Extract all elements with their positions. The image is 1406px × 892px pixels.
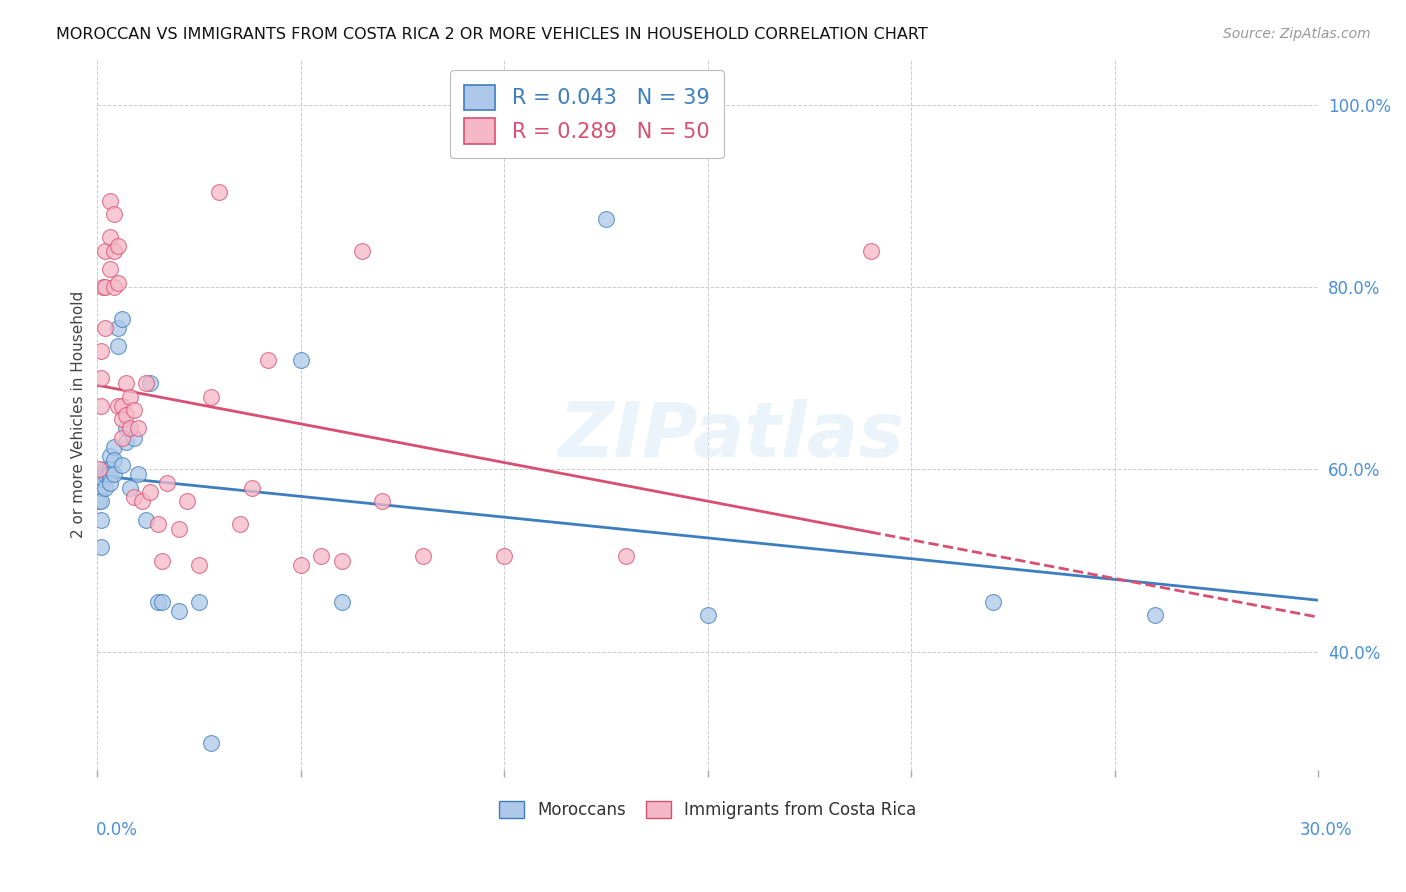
Point [139, 376, 162, 390]
Point [107, 276, 129, 290]
Point [131, 494, 153, 508]
Point [330, 553, 353, 567]
Point [103, 453, 125, 467]
Point [94, 280, 117, 294]
Point [115, 408, 138, 422]
Point [176, 494, 198, 508]
Point [240, 481, 263, 495]
Point [152, 553, 174, 567]
Point [98, 230, 121, 244]
Point [107, 339, 129, 353]
Point [107, 321, 129, 335]
Point [139, 485, 162, 500]
Point [290, 353, 312, 368]
Point [98, 194, 121, 208]
Point [90, 399, 112, 413]
Y-axis label: 2 or more Vehicles in Household: 2 or more Vehicles in Household [72, 291, 86, 539]
Point [90, 540, 112, 554]
Point [94, 467, 117, 481]
Point [148, 594, 170, 608]
Point [200, 390, 222, 404]
Point [208, 185, 231, 199]
Point [309, 549, 332, 563]
Point [290, 558, 312, 572]
Point [115, 421, 138, 435]
Point [330, 594, 353, 608]
Text: ZIPatlas: ZIPatlas [560, 399, 905, 473]
Point [188, 594, 211, 608]
Point [152, 594, 174, 608]
Point [98, 467, 121, 481]
Point [94, 481, 117, 495]
Point [122, 431, 145, 445]
Point [122, 403, 145, 417]
Point [94, 244, 117, 258]
Point [98, 476, 121, 491]
Point [94, 462, 117, 476]
Point [111, 412, 134, 426]
Point [98, 262, 121, 277]
Point [696, 608, 718, 623]
Point [167, 604, 190, 618]
Point [148, 517, 170, 532]
Point [188, 558, 211, 572]
Point [122, 490, 145, 504]
Point [90, 344, 112, 359]
Point [89, 494, 111, 508]
Point [107, 239, 129, 253]
Point [103, 440, 125, 454]
Point [155, 476, 177, 491]
Point [94, 321, 117, 335]
Point [118, 481, 141, 495]
Point [93, 280, 115, 294]
Point [118, 421, 141, 435]
Point [103, 280, 125, 294]
Point [859, 244, 882, 258]
Point [90, 371, 112, 385]
Point [103, 207, 125, 221]
Text: 0.0%: 0.0% [96, 821, 138, 838]
Point [350, 244, 373, 258]
Point [103, 244, 125, 258]
Legend: Moroccans, Immigrants from Costa Rica: Moroccans, Immigrants from Costa Rica [492, 794, 924, 826]
Point [90, 494, 112, 508]
Text: Source: ZipAtlas.com: Source: ZipAtlas.com [1223, 27, 1371, 41]
Point [90, 481, 112, 495]
Point [412, 549, 434, 563]
Point [127, 421, 149, 435]
Point [494, 549, 516, 563]
Point [111, 431, 134, 445]
Point [111, 312, 134, 326]
Point [1144, 608, 1167, 623]
Point [90, 512, 112, 526]
Point [616, 549, 638, 563]
Point [98, 449, 121, 463]
Text: 30.0%: 30.0% [1301, 821, 1353, 838]
Point [135, 512, 157, 526]
Point [229, 517, 252, 532]
Point [981, 594, 1004, 608]
Point [103, 467, 125, 481]
Point [93, 471, 115, 485]
Point [167, 522, 190, 536]
Point [595, 211, 617, 226]
Point [118, 390, 141, 404]
Point [98, 462, 121, 476]
Point [115, 376, 138, 390]
Point [111, 399, 134, 413]
Point [135, 376, 157, 390]
Text: MOROCCAN VS IMMIGRANTS FROM COSTA RICA 2 OR MORE VEHICLES IN HOUSEHOLD CORRELATI: MOROCCAN VS IMMIGRANTS FROM COSTA RICA 2… [56, 27, 928, 42]
Point [371, 494, 394, 508]
Point [127, 467, 149, 481]
Point [257, 353, 280, 368]
Point [200, 736, 222, 750]
Point [115, 435, 138, 450]
Point [96, 467, 118, 481]
Point [89, 462, 111, 476]
Point [107, 399, 129, 413]
Point [111, 458, 134, 472]
